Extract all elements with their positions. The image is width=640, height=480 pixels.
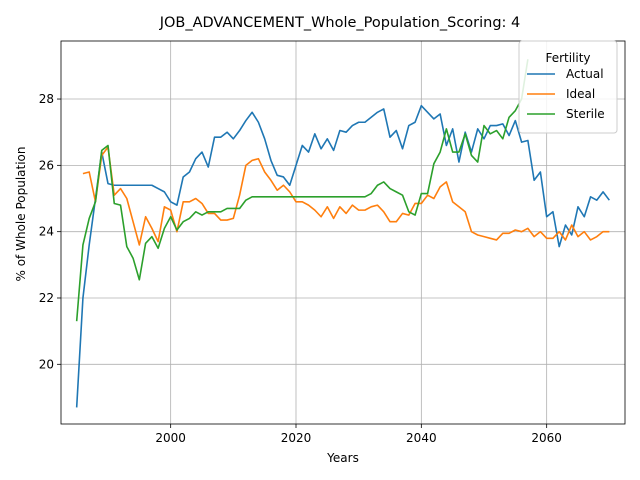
x-axis-label: Years <box>326 451 359 465</box>
legend: Fertility Actual Ideal Sterile <box>518 40 618 134</box>
y-tick-label: 26 <box>39 158 54 172</box>
x-tick-label: 2020 <box>281 431 312 445</box>
chart-title: JOB_ADVANCEMENT_Whole_Population_Scoring… <box>159 15 521 31</box>
y-axis-label: % of Whole Population <box>14 147 28 282</box>
legend-label-ideal: Ideal <box>566 87 595 101</box>
legend-label-sterile: Sterile <box>566 107 605 121</box>
x-tick-label: 2060 <box>531 431 562 445</box>
series-line-ideal <box>82 146 610 246</box>
x-tick-label: 2040 <box>406 431 437 445</box>
y-tick-label: 24 <box>39 225 54 239</box>
plot-frame <box>60 40 626 425</box>
y-tick-label: 28 <box>39 92 54 106</box>
series-lines <box>75 59 610 408</box>
y-tick-label: 22 <box>39 291 54 305</box>
legend-title: Fertility <box>545 51 590 65</box>
axis-ticks: 2000 2020 2040 2060 20 22 24 26 28 <box>39 92 562 445</box>
series-line-actual <box>75 104 610 408</box>
legend-label-actual: Actual <box>566 67 604 81</box>
x-tick-label: 2000 <box>155 431 186 445</box>
series-line-sterile <box>75 59 529 322</box>
y-tick-label: 20 <box>39 357 54 371</box>
